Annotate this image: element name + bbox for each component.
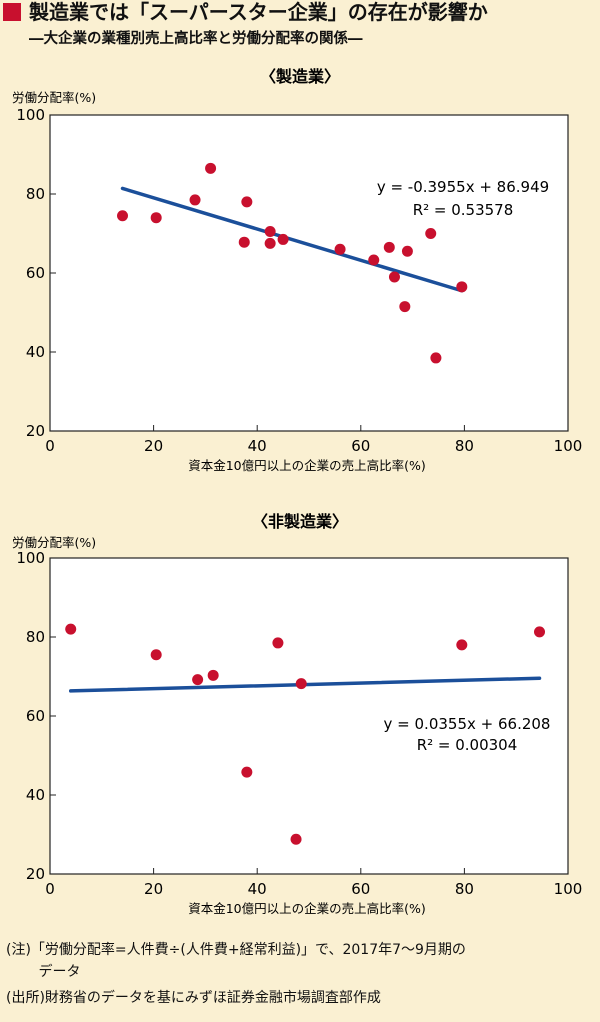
panel-title: 〈非製造業〉 — [252, 512, 348, 531]
data-point — [150, 212, 162, 224]
x-axis-label: 資本金10億円以上の企業の売上高比率(%) — [188, 458, 426, 473]
y-tick-label: 60 — [26, 264, 45, 282]
data-point — [192, 674, 204, 686]
y-tick-label: 20 — [26, 422, 45, 440]
data-point — [189, 194, 201, 206]
y-tick-label: 100 — [16, 106, 45, 124]
panel-title: 〈製造業〉 — [260, 67, 340, 86]
chart-subtitle: ―大企業の業種別売上高比率と労働分配率の関係― — [29, 31, 363, 47]
data-point — [368, 254, 380, 266]
data-point — [277, 233, 289, 245]
data-point — [117, 210, 129, 222]
data-point — [264, 226, 276, 238]
data-point — [456, 281, 468, 293]
data-point — [290, 833, 302, 845]
note-line-1: (注)「労働分配率=人件費÷(人件費+経常利益)」で、2017年7～9月期の — [6, 942, 466, 958]
y-tick-label: 100 — [16, 549, 45, 567]
r-squared: R² = 0.53578 — [413, 201, 514, 219]
data-point — [456, 639, 468, 651]
data-point — [241, 196, 253, 208]
x-tick-label: 80 — [455, 880, 474, 898]
data-point — [334, 243, 346, 255]
data-point — [425, 228, 437, 239]
data-point — [534, 626, 546, 638]
header: 製造業では「スーパースター企業」の存在が影響か ―大企業の業種別売上高比率と労働… — [0, 0, 600, 58]
x-tick-label: 100 — [554, 880, 583, 898]
trend-line — [120, 186, 464, 293]
data-point — [388, 271, 400, 283]
y-tick-label: 80 — [26, 185, 45, 203]
r-squared: R² = 0.00304 — [417, 736, 518, 754]
regression-equation: y = -0.3955x + 86.949 — [377, 178, 549, 196]
y-axis-label: 労働分配率(%) — [12, 90, 96, 105]
data-point — [399, 301, 411, 313]
y-tick-label: 80 — [26, 628, 45, 646]
data-point — [264, 237, 276, 249]
regression-equation: y = 0.0355x + 66.208 — [384, 715, 551, 733]
x-tick-label: 0 — [45, 437, 55, 455]
x-axis-label: 資本金10億円以上の企業の売上高比率(%) — [188, 901, 426, 916]
data-point — [207, 669, 219, 681]
x-tick-label: 100 — [554, 437, 583, 455]
data-point — [238, 236, 250, 248]
source-line: (出所)財務省のデータを基にみずほ証券金融市場調査部作成 — [6, 990, 381, 1006]
data-point — [65, 623, 77, 635]
x-tick-label: 40 — [248, 437, 267, 455]
data-point — [401, 245, 413, 257]
plot-area — [49, 114, 569, 432]
data-point — [383, 241, 395, 253]
data-point — [205, 162, 217, 174]
x-tick-label: 60 — [351, 880, 370, 898]
x-tick-label: 40 — [248, 880, 267, 898]
data-point — [272, 637, 284, 649]
note-line-2: データ — [6, 964, 81, 980]
chart-title: 製造業では「スーパースター企業」の存在が影響か — [29, 0, 488, 24]
y-tick-label: 60 — [26, 707, 45, 725]
x-tick-label: 20 — [144, 880, 163, 898]
data-point — [150, 649, 162, 661]
y-axis-label: 労働分配率(%) — [12, 535, 96, 550]
plot-area — [49, 557, 569, 875]
y-tick-label: 40 — [26, 343, 45, 361]
y-tick-label: 40 — [26, 786, 45, 804]
data-point — [241, 766, 253, 778]
y-tick-label: 20 — [26, 865, 45, 883]
x-tick-label: 0 — [45, 880, 55, 898]
data-point — [430, 352, 442, 364]
title-marker — [3, 3, 21, 21]
data-point — [295, 678, 307, 690]
x-tick-label: 60 — [351, 437, 370, 455]
x-tick-label: 80 — [455, 437, 474, 455]
x-tick-label: 20 — [144, 437, 163, 455]
